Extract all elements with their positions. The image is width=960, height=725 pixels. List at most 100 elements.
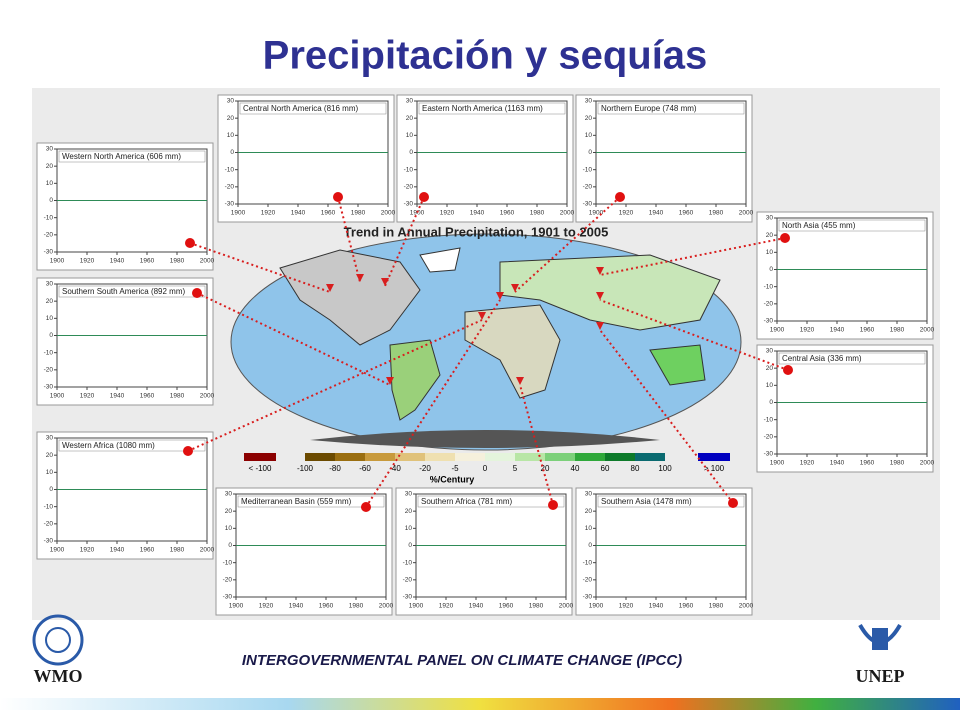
color-stripe	[0, 698, 960, 710]
wmo-label: WMO	[34, 666, 83, 686]
land-north-america	[279, 249, 421, 346]
y-tick-label: 20	[405, 508, 413, 515]
title-box	[417, 495, 565, 508]
y-tick-label: 20	[227, 115, 235, 122]
x-tick-label: 2000	[739, 210, 754, 217]
y-tick-label: 0	[408, 542, 412, 549]
legend-tick-label: -5	[451, 464, 459, 473]
title-box	[597, 495, 745, 508]
connector	[196, 292, 391, 386]
legend-box	[305, 453, 335, 461]
x-tick-label: 1940	[469, 603, 484, 610]
connector-arrow	[511, 284, 519, 292]
slide-title: Precipitación y sequías	[263, 34, 708, 78]
y-tick-label: 20	[46, 163, 54, 170]
x-tick-label: 2000	[920, 460, 935, 467]
x-tick-label: 2000	[200, 258, 215, 265]
title-box	[778, 219, 926, 232]
x-tick-label: 1980	[890, 327, 905, 334]
x-tick-label: 1940	[289, 603, 304, 610]
y-tick-label: 0	[228, 542, 232, 549]
x-tick-label: 2000	[560, 210, 575, 217]
panel-title: Southern South America (892 mm)	[62, 287, 186, 296]
y-tick-label: -10	[225, 166, 235, 173]
x-tick-label: 1940	[291, 210, 306, 217]
connector	[384, 196, 425, 287]
x-tick-label: 1960	[140, 547, 155, 554]
x-tick-label: 2000	[920, 327, 935, 334]
legend-box	[365, 453, 395, 461]
y-tick-label: 20	[46, 298, 54, 305]
legend-tick-label: -80	[329, 464, 341, 473]
legend-tick-label: 40	[571, 464, 580, 473]
y-tick-label: -30	[403, 594, 413, 601]
y-tick-label: -30	[583, 201, 593, 208]
y-tick-label: 20	[225, 508, 233, 515]
legend-tick-label: 100	[658, 464, 672, 473]
x-tick-label: 1960	[321, 210, 336, 217]
x-tick-label: 1960	[679, 210, 694, 217]
y-tick-label: -30	[44, 384, 54, 391]
title-box	[237, 495, 385, 508]
y-tick-label: 0	[588, 149, 592, 156]
x-tick-label: 1900	[410, 210, 425, 217]
legend-tick-label: -20	[419, 464, 431, 473]
x-tick-label: 1960	[499, 603, 514, 610]
x-tick-label: 1920	[800, 327, 815, 334]
map-title: Trend in Annual Precipitation, 1901 to 2…	[344, 224, 609, 239]
y-tick-label: 30	[406, 98, 414, 105]
x-tick-label: 1940	[110, 393, 125, 400]
land-australia	[649, 344, 706, 386]
x-tick-label: 1920	[259, 603, 274, 610]
legend-box	[545, 453, 575, 461]
y-tick-label: 30	[46, 281, 54, 288]
y-tick-label: 10	[766, 382, 774, 389]
land-antarctica	[310, 430, 660, 448]
y-tick-label: -10	[583, 166, 593, 173]
title-box	[58, 150, 206, 163]
x-tick-label: 1900	[231, 210, 246, 217]
y-tick-label: 10	[227, 132, 235, 139]
location-dot	[728, 498, 738, 508]
land-africa	[464, 304, 561, 399]
y-tick-label: -10	[764, 283, 774, 290]
y-tick-label: -30	[583, 594, 593, 601]
y-tick-label: 0	[769, 266, 773, 273]
y-tick-label: -30	[404, 201, 414, 208]
y-tick-label: -30	[764, 318, 774, 325]
x-tick-label: 1900	[50, 258, 65, 265]
legend-box	[395, 453, 425, 461]
x-tick-label: 1980	[709, 603, 724, 610]
legend-tick-label: 80	[631, 464, 640, 473]
connector-arrow	[478, 312, 486, 320]
y-tick-label: 20	[766, 232, 774, 239]
y-tick-label: -30	[764, 451, 774, 458]
x-tick-label: 2000	[200, 547, 215, 554]
y-tick-label: 0	[49, 197, 53, 204]
wmo-logo: WMO	[32, 614, 84, 686]
x-tick-label: 2000	[739, 603, 754, 610]
y-tick-label: -20	[404, 184, 414, 191]
y-tick-label: -30	[225, 201, 235, 208]
x-tick-label: 2000	[200, 393, 215, 400]
y-tick-label: 20	[46, 452, 54, 459]
connector-arrow	[326, 284, 334, 292]
legend-low-box	[244, 453, 276, 461]
x-tick-label: 2000	[379, 603, 394, 610]
x-tick-label: 1940	[830, 460, 845, 467]
legend-box	[635, 453, 665, 461]
y-tick-label: -30	[44, 538, 54, 545]
panel-title: Western North America (606 mm)	[62, 152, 181, 161]
y-tick-label: -20	[403, 577, 413, 584]
y-tick-label: -30	[44, 249, 54, 256]
connector-arrow	[386, 377, 394, 385]
legend-high-label: > 100	[704, 464, 725, 473]
connector-arrow	[496, 292, 504, 300]
y-tick-label: 0	[409, 149, 413, 156]
x-tick-label: 1940	[110, 258, 125, 265]
panel: 30 20 10 0 -10 -20 -30 1900 1920 1940 1960 1980 2000…	[215, 487, 394, 616]
x-tick-label: 1900	[770, 460, 785, 467]
x-tick-label: 1940	[830, 327, 845, 334]
y-tick-label: 20	[585, 508, 593, 515]
